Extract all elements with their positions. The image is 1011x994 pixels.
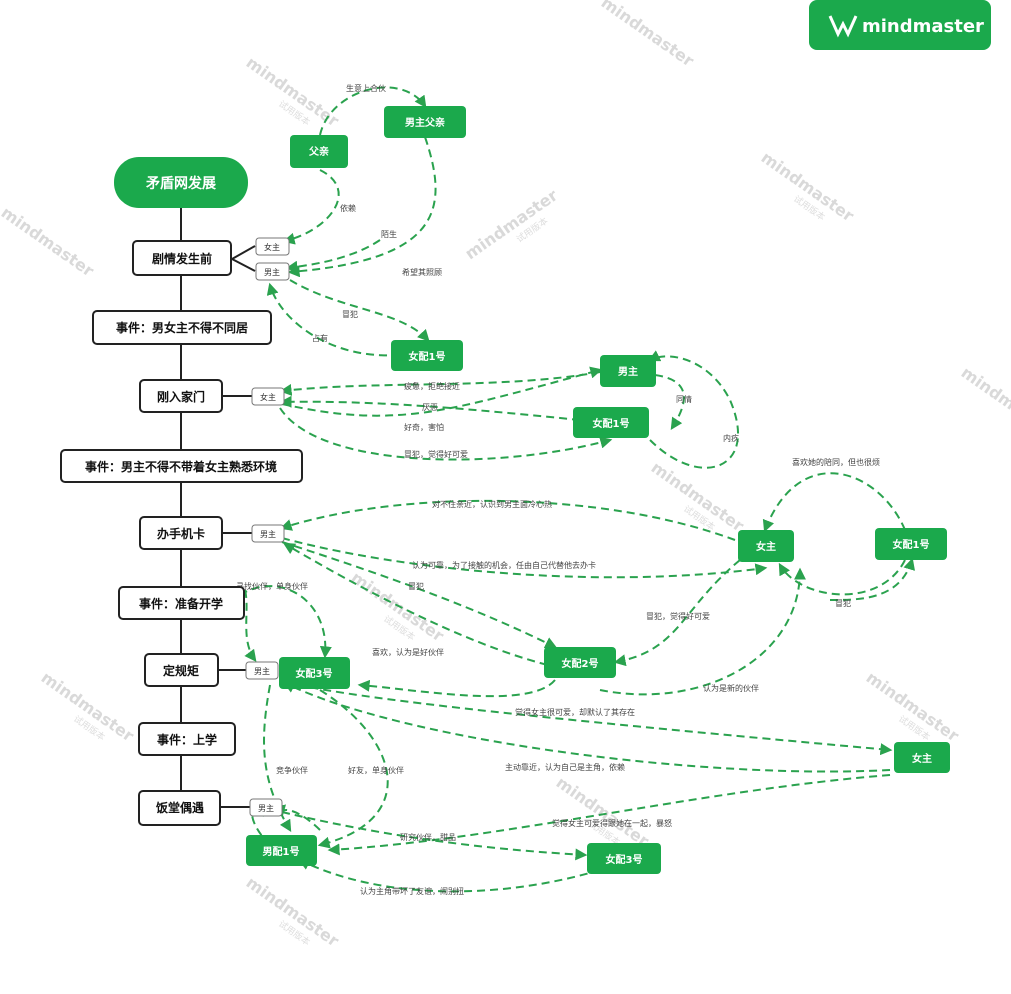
edge-labels: 生意上合伙 依赖 陌生 希望其照顾 冒犯 占有 疲惫，拒绝接近 厌恶 同情 好奇… (236, 83, 880, 896)
edge-label: 依赖 (340, 203, 356, 213)
root-label: 矛盾网发展 (145, 175, 216, 192)
spine-node-label: 剧情发生前 (152, 251, 212, 266)
svg-text:女主: 女主 (756, 540, 776, 553)
spine-node-label: 事件：上学 (157, 732, 217, 747)
edge-label: 觉得女主可爱得跟她在一起，暴怒 (552, 818, 672, 828)
edge-label: 厌恶 (422, 403, 438, 412)
subnode-female-lead-2[interactable]: 女主 (251, 387, 285, 406)
svg-text:父亲: 父亲 (308, 145, 329, 158)
edge-label: 喜欢，认为是好伙伴 (372, 647, 444, 657)
edge-label: 主动靠近，认为自己是主角，依赖 (505, 762, 625, 772)
svg-text:男配1号: 男配1号 (263, 846, 300, 858)
character-node-male-lead[interactable]: 男主 (600, 355, 656, 387)
character-node-female-sub-1b[interactable]: 女配1号 (573, 407, 649, 438)
edge-label: 对不住亲近，认识到男主面冷心热 (432, 499, 552, 509)
edge-label: 认为主角带坏了友谊，闹别扭 (360, 886, 464, 896)
edge-label: 同情 (676, 394, 692, 404)
mindmaster-logo-icon (828, 15, 858, 38)
svg-text:女主: 女主 (260, 392, 276, 402)
spine-node-label: 办手机卡 (157, 526, 205, 541)
brand-logo: mindmaster (809, 0, 991, 50)
character-node-female-sub-3b[interactable]: 女配3号 (587, 843, 661, 874)
edge-label: 生意上合伙 (346, 83, 386, 93)
character-node-male-lead-father[interactable]: 男主父亲 (384, 106, 466, 138)
watermark-text: mindmaster (0, 203, 97, 281)
character-node-female-sub-1a[interactable]: 女配1号 (391, 340, 463, 371)
spine-node-enter-home[interactable]: 刚入家门 (139, 379, 223, 413)
svg-text:女主: 女主 (264, 242, 280, 252)
svg-text:女配1号: 女配1号 (593, 417, 630, 430)
edge-label: 冒犯，觉得好可爱 (404, 449, 468, 459)
edge-label: 好奇，害怕 (404, 422, 444, 432)
watermark-text: mindmaster (598, 0, 698, 71)
edge-label: 竞争伙伴 (276, 765, 308, 775)
svg-text:男主父亲: 男主父亲 (405, 116, 445, 129)
character-node-female-sub-2[interactable]: 女配2号 (544, 647, 616, 678)
svg-text:男主: 男主 (264, 267, 280, 277)
edge-label: 觉得女主很可爱，却默认了其存在 (515, 707, 635, 717)
edge-label: 冒犯，觉得好可爱 (646, 611, 710, 621)
character-node-father[interactable]: 父亲 (290, 135, 348, 168)
svg-text:女主: 女主 (912, 752, 932, 765)
edge-label: 认为可靠，为了接触的机会，任由自己代替他去办卡 (412, 560, 596, 570)
spine-node-canteen[interactable]: 饭堂偶遇 (138, 790, 221, 826)
edge-label: 冒犯 (835, 598, 851, 608)
edge-label: 寻找伙伴，单身伙伴 (236, 581, 308, 591)
spine-node-event-school-prep[interactable]: 事件：准备开学 (118, 586, 245, 620)
edge-label: 内疚 (723, 433, 739, 443)
spine-node-label: 饭堂偶遇 (155, 800, 204, 815)
subnode-male-lead-4[interactable]: 男主 (249, 798, 283, 817)
subnode-male-lead-1[interactable]: 男主 (255, 262, 290, 281)
character-node-female-sub-1c[interactable]: 女配1号 (875, 528, 947, 560)
edge-label: 疲惫，拒绝接近 (404, 381, 460, 391)
spine-node-event-school[interactable]: 事件：上学 (138, 722, 236, 756)
character-node-female-lead-b[interactable]: 女主 (894, 742, 950, 773)
spine-node-label: 事件：男女主不得不同居 (116, 320, 248, 335)
spine-node-label: 刚入家门 (157, 389, 205, 404)
subnode-male-lead-2[interactable]: 男主 (251, 524, 285, 543)
character-node-female-sub-3a[interactable]: 女配3号 (279, 657, 350, 689)
character-node-male-sub-1[interactable]: 男配1号 (246, 835, 317, 866)
watermark-text: mindmaster (958, 363, 1011, 441)
character-node-female-lead-a[interactable]: 女主 (738, 530, 794, 562)
spine-node-label: 定规矩 (163, 663, 199, 678)
svg-text:女配1号: 女配1号 (893, 538, 930, 551)
spine-node-rules[interactable]: 定规矩 (144, 653, 219, 687)
subnode-male-lead-3[interactable]: 男主 (245, 661, 279, 680)
relationship-links (239, 86, 915, 893)
edge-label: 研究伙伴，甜品 (400, 832, 456, 842)
svg-text:男主: 男主 (260, 529, 276, 539)
spine (180, 208, 256, 810)
edge-label: 陌生 (381, 229, 397, 239)
edge-label: 冒犯 (342, 309, 358, 319)
root-node[interactable]: 矛盾网发展 (114, 157, 248, 208)
edge-label: 认为是新的伙伴 (703, 683, 759, 693)
svg-text:男主: 男主 (258, 803, 274, 813)
svg-text:女配2号: 女配2号 (562, 657, 599, 670)
edge-label: 喜欢她的陪同，但也很烦 (792, 457, 880, 467)
spine-node-label: 事件：男主不得不带着女主熟悉环境 (85, 459, 277, 474)
spine-node-phone-card[interactable]: 办手机卡 (139, 516, 223, 550)
edge-label: 好友，单身伙伴 (348, 765, 404, 775)
svg-text:女配3号: 女配3号 (296, 667, 333, 680)
svg-text:男主: 男主 (254, 666, 270, 676)
spine-node-plot-before[interactable]: 剧情发生前 (132, 240, 232, 276)
brand-name: mindmaster (862, 16, 984, 37)
spine-node-event-cohabit[interactable]: 事件：男女主不得不同居 (92, 310, 272, 345)
svg-text:女配1号: 女配1号 (409, 350, 446, 363)
edge-label: 占有 (312, 333, 328, 343)
subnode-female-lead-1[interactable]: 女主 (255, 237, 290, 256)
edge-label: 冒犯 (408, 581, 424, 591)
edge-label: 希望其照顾 (402, 267, 442, 277)
spine-node-event-environment[interactable]: 事件：男主不得不带着女主熟悉环境 (60, 449, 303, 483)
svg-text:男主: 男主 (618, 365, 638, 378)
svg-text:女配3号: 女配3号 (606, 853, 643, 866)
spine-node-label: 事件：准备开学 (139, 596, 223, 611)
